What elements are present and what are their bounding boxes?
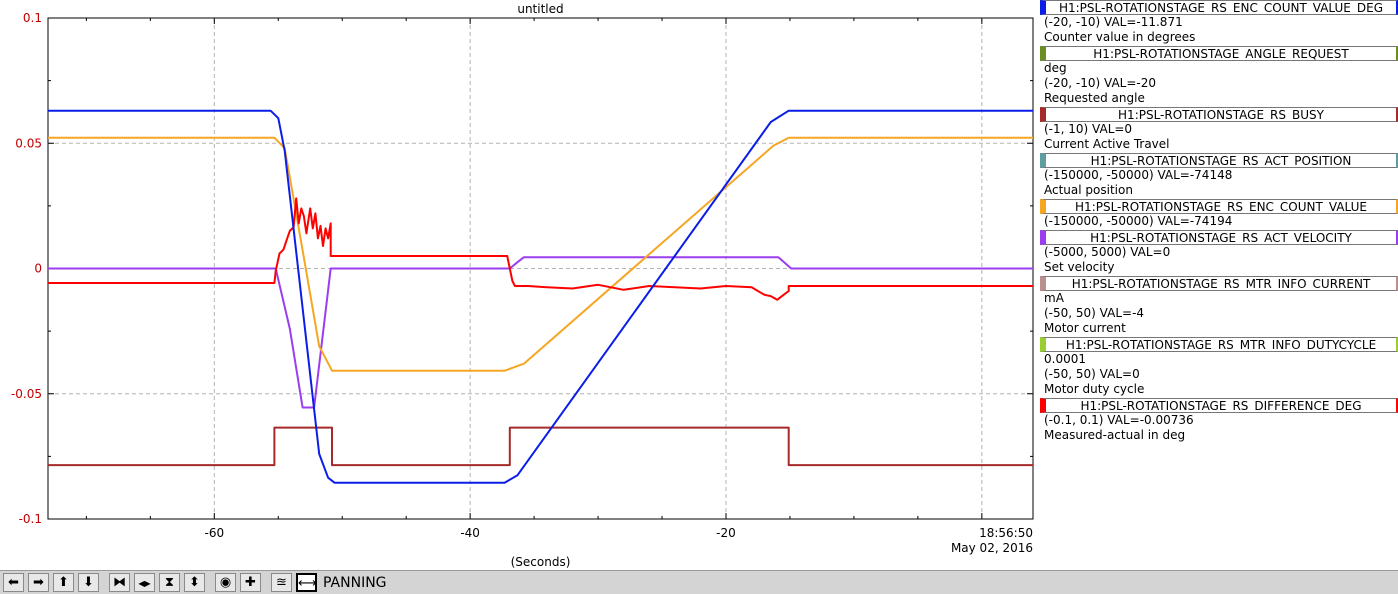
legend-entry[interactable]: H1:PSL-ROTATIONSTAGE_RS_ENC_COUNT_VALUE(… [1040,199,1398,229]
mode-label: PANNING [323,574,387,591]
x-tick-label: -20 [716,526,736,540]
series-line-4 [48,109,1033,484]
toolbar: ⬅ ➡ ⬆ ⬇ ⧓ ◀▶ ⧗ ⬍ ◉ ✚ ≊ ⟷ PANNING [0,570,1398,594]
cross-icon: ✚ [245,575,256,590]
series-line-2 [48,136,1033,372]
legend-info-line: Motor duty cycle [1044,382,1145,396]
legend-info-line: Actual position [1044,183,1133,197]
legend-info-line: Motor current [1044,321,1126,335]
legend-info-line: (-20, -10) VAL=-11.871 [1044,15,1183,29]
legend-entry[interactable]: H1:PSL-ROTATIONSTAGE_RS_MTR_INFO_DUTYCYC… [1040,337,1398,397]
legend: H1:PSL-ROTATIONSTAGE_RS_ENC_COUNT_VALUE_… [1040,0,1398,570]
legend-info-line: (-1, 10) VAL=0 [1044,122,1133,136]
legend-entry[interactable]: H1:PSL-ROTATIONSTAGE_RS_MTR_INFO_CURRENT… [1040,276,1398,336]
chart-title: untitled [517,2,563,16]
panning-button[interactable]: ⟷ [296,573,317,592]
legend-info-line: (-20, -10) VAL=-20 [1044,76,1156,90]
legend-entry[interactable]: H1:PSL-ROTATIONSTAGE_RS_BUSY (-1, 10) VAL… [1040,107,1398,152]
stop-button[interactable]: ◉ [215,573,236,592]
zoom-y-in-icon: ⧗ [164,575,175,590]
zoom-y-out-icon: ⬍ [189,575,200,590]
legend-entry[interactable]: H1:PSL-ROTATIONSTAGE_RS_ENC_COUNT_VALUE_… [1040,0,1398,45]
x-tick-label: -60 [204,526,224,540]
legend-info-line: 0.0001 [1044,352,1086,366]
zoom-y-out-button[interactable]: ⬍ [184,573,205,592]
legend-info-line: (-150000, -50000) VAL=-74148 [1044,168,1233,182]
zoom-x-out-icon: ◀▶ [138,579,151,588]
legend-entry[interactable]: H1:PSL-ROTATIONSTAGE_ANGLE_REQUEST deg (-2… [1040,46,1398,106]
y-tick-label: -0.05 [11,387,42,401]
zoom-y-in-button[interactable]: ⧗ [159,573,180,592]
legend-pv-name[interactable]: H1:PSL-ROTATIONSTAGE_RS_BUSY [1040,107,1398,122]
legend-pv-name[interactable]: H1:PSL-ROTATIONSTAGE_RS_MTR_INFO_CURRENT [1040,276,1398,291]
legend-info-line: Set velocity [1044,260,1115,274]
legend-info-line: Counter value in degrees [1044,30,1196,44]
legend-entry[interactable]: H1:PSL-ROTATIONSTAGE_RS_ACT_POSITION (-15… [1040,153,1398,198]
legend-entry[interactable]: H1:PSL-ROTATIONSTAGE_RS_ACT_VELOCITY (-50… [1040,230,1398,275]
x-axis-label: (Seconds) [511,555,571,569]
legend-info-line: (-150000, -50000) VAL=-74194 [1044,214,1233,228]
legend-info-line: deg [1044,61,1067,75]
legend-info-line: (-5000, 5000) VAL=0 [1044,245,1171,259]
legend-pv-name[interactable]: H1:PSL-ROTATIONSTAGE_RS_ACT_VELOCITY [1040,230,1398,245]
pan-left-button[interactable]: ⬅ [3,573,24,592]
legend-pv-name[interactable]: H1:PSL-ROTATIONSTAGE_RS_ENC_COUNT_VALUE_… [1040,0,1398,15]
legend-pv-name[interactable]: H1:PSL-ROTATIONSTAGE_RS_MTR_INFO_DUTYCYC… [1040,337,1398,352]
x-end-time: 18:56:50 [979,526,1033,540]
series-line-1 [48,256,1033,409]
arrow-down-icon: ⬇ [83,575,94,590]
arrow-left-icon: ⬅ [8,575,19,590]
y-tick-label: 0 [34,262,42,276]
legend-entry[interactable]: H1:PSL-ROTATIONSTAGE_RS_DIFFERENCE_DEG (-… [1040,398,1398,443]
stop-icon: ◉ [219,575,232,590]
legend-info-line: (-0.1, 0.1) VAL=-0.00736 [1044,413,1194,427]
legend-info-line: (-50, 50) VAL=-4 [1044,306,1145,320]
zoom-x-in-icon: ⧓ [113,575,126,590]
zoom-x-out-button[interactable]: ◀▶ [134,573,155,592]
y-tick-label: -0.1 [19,512,42,526]
autoscale-icon: ≊ [276,575,287,590]
legend-info-line: mA [1044,291,1064,305]
x-tick-label: -40 [460,526,480,540]
arrow-right-icon: ➡ [33,575,44,590]
legend-info-line: (-50, 50) VAL=0 [1044,367,1140,381]
legend-pv-name[interactable]: H1:PSL-ROTATIONSTAGE_RS_ENC_COUNT_VALUE [1040,199,1398,214]
pan-down-button[interactable]: ⬇ [78,573,99,592]
y-tick-label: 0.05 [15,136,42,150]
legend-pv-name[interactable]: H1:PSL-ROTATIONSTAGE_RS_ACT_POSITION [1040,153,1398,168]
arrow-up-icon: ⬆ [58,575,69,590]
auto-scale-button[interactable]: ≊ [271,573,292,592]
x-end-date: May 02, 2016 [951,541,1033,555]
legend-info-line: Measured-actual in deg [1044,428,1186,442]
cross-button[interactable]: ✚ [240,573,261,592]
legend-info-line: Requested angle [1044,91,1145,105]
panning-icon: ⟷ [298,576,317,591]
pan-up-button[interactable]: ⬆ [53,573,74,592]
y-tick-label: 0.1 [23,11,42,25]
legend-pv-name[interactable]: H1:PSL-ROTATIONSTAGE_ANGLE_REQUEST [1040,46,1398,61]
legend-info-line: Current Active Travel [1044,137,1170,151]
series-line-0 [48,426,1033,467]
zoom-x-in-button[interactable]: ⧓ [109,573,130,592]
legend-pv-name[interactable]: H1:PSL-ROTATIONSTAGE_RS_DIFFERENCE_DEG [1040,398,1398,413]
pan-right-button[interactable]: ➡ [28,573,49,592]
